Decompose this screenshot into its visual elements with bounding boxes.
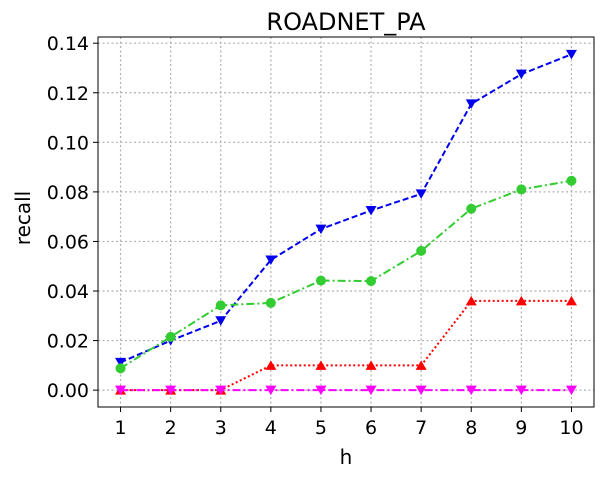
x-tick-label: 5 xyxy=(315,417,327,439)
data-point xyxy=(116,363,126,373)
y-tick-label: 0.14 xyxy=(47,33,89,55)
x-tick-label: 2 xyxy=(165,417,177,439)
y-tick-label: 0.12 xyxy=(47,83,89,105)
data-point xyxy=(366,276,376,286)
y-tick-label: 0.06 xyxy=(47,231,89,253)
data-point xyxy=(566,176,576,186)
x-tick-label: 10 xyxy=(559,417,583,439)
data-point xyxy=(516,184,526,194)
x-tick-label: 8 xyxy=(465,417,477,439)
y-tick-label: 0.00 xyxy=(47,380,89,402)
y-tick-label: 0.04 xyxy=(47,281,89,303)
x-tick-label: 9 xyxy=(515,417,527,439)
x-tick-label: 6 xyxy=(365,417,377,439)
x-tick-label: 1 xyxy=(114,417,126,439)
data-point xyxy=(266,298,276,308)
y-tick-label: 0.08 xyxy=(47,182,89,204)
chart-title: ROADNET_PA xyxy=(266,8,426,36)
data-point xyxy=(166,332,176,342)
x-axis-label: h xyxy=(340,445,353,469)
x-tick-label: 3 xyxy=(215,417,227,439)
y-tick-label: 0.10 xyxy=(47,132,89,154)
x-tick-label: 7 xyxy=(415,417,427,439)
y-axis-label: recall xyxy=(11,191,35,245)
x-tick-label: 4 xyxy=(265,417,277,439)
data-point xyxy=(216,300,226,310)
data-point xyxy=(316,276,326,286)
data-point xyxy=(416,246,426,256)
data-point xyxy=(466,204,476,214)
y-tick-label: 0.02 xyxy=(47,331,89,353)
